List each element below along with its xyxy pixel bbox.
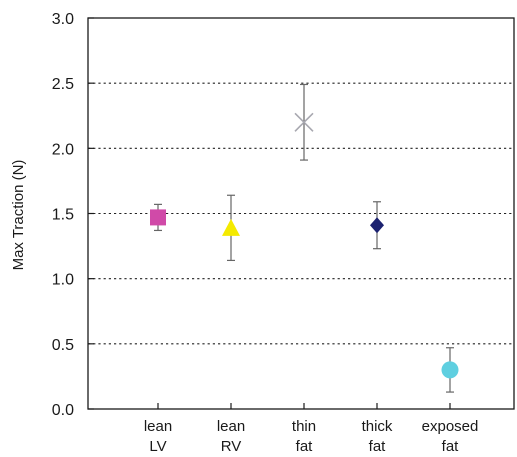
marker-x xyxy=(294,112,314,132)
x-tick-label-line2: RV xyxy=(221,438,242,455)
y-tick-label: 0.0 xyxy=(52,402,74,419)
x-tick-label-line2: LV xyxy=(149,438,166,455)
y-axis-label: Max Traction (N) xyxy=(10,160,27,271)
y-tick-label: 0.5 xyxy=(52,337,74,354)
marker-circle xyxy=(441,361,459,379)
y-axis-ticks: 0.0 0.5 1.0 1.5 2.0 2.5 3.0 xyxy=(52,11,94,419)
marker-triangle xyxy=(222,218,240,236)
data-markers xyxy=(150,112,459,379)
grid-lines xyxy=(88,82,514,345)
marker-square xyxy=(150,209,166,226)
x-tick-label-line2: fat xyxy=(296,438,314,455)
x-tick-label-line1: lean xyxy=(217,418,245,435)
x-tick-label-line1: thick xyxy=(362,418,393,435)
error-bars xyxy=(154,83,454,393)
x-tick-label-line2: fat xyxy=(442,438,460,455)
y-tick-label: 1.0 xyxy=(52,272,74,289)
x-tick-label-line1: thin xyxy=(292,418,316,435)
x-tick-label-line2: fat xyxy=(369,438,387,455)
x-tick-label-line1: lean xyxy=(144,418,172,435)
marker-x-stroke xyxy=(294,112,314,132)
y-tick-label: 3.0 xyxy=(52,11,74,28)
x-axis-ticks: lean LV lean RV thin fat thick fat exposed fat xyxy=(144,403,479,455)
y-tick-label: 2.5 xyxy=(52,76,74,93)
x-tick-label-line1: exposed xyxy=(422,418,479,435)
marker-diamond xyxy=(370,217,384,234)
y-tick-label: 2.0 xyxy=(52,141,74,158)
y-tick-label: 1.5 xyxy=(52,207,74,224)
